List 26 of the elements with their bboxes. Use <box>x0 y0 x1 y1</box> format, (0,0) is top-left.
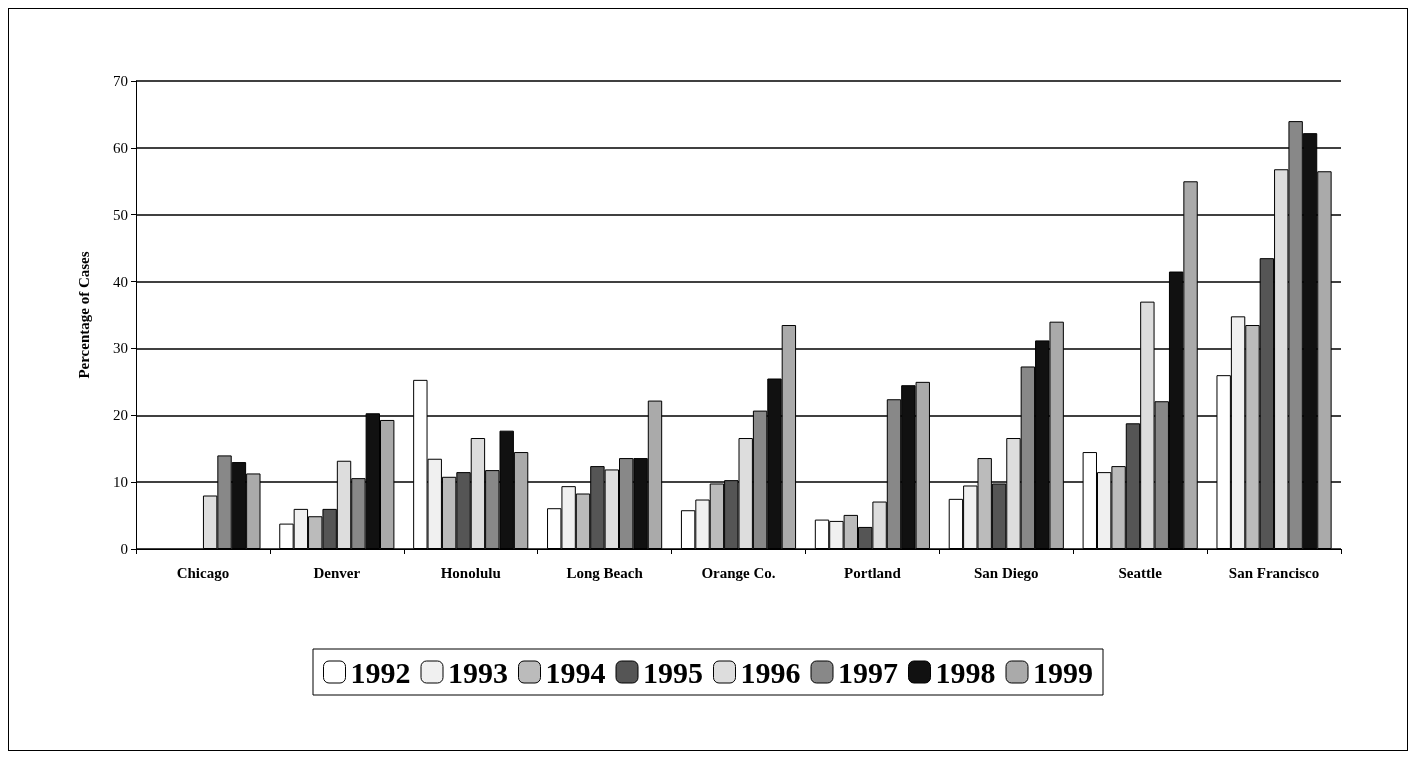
x-tick-label: Chicago <box>176 564 230 581</box>
legend-label: 1999 <box>1033 655 1093 689</box>
legend-label: 1992 <box>350 655 411 689</box>
x-tick-label: San Diego <box>973 564 1039 581</box>
x-tick-label: Denver <box>313 564 361 581</box>
y-tick-label: 10 <box>113 474 128 491</box>
x-tick-label: Seattle <box>1118 564 1163 581</box>
x-tick-label: Portland <box>844 564 902 581</box>
legend-label: 1995 <box>643 655 703 689</box>
y-tick-label: 40 <box>113 273 128 290</box>
x-tick-label: San Francisco <box>1228 564 1320 581</box>
x-tick-label: Long Beach <box>566 564 644 581</box>
legend-label: 1993 <box>448 655 508 689</box>
y-axis-title: Percentage of Cases <box>75 251 92 379</box>
y-tick-label: 20 <box>113 407 128 424</box>
legend-label: 1996 <box>740 655 801 689</box>
x-tick-label: Orange Co. <box>701 564 776 581</box>
x-tick-label: Honolulu <box>440 564 501 581</box>
y-tick-label: 30 <box>113 340 128 357</box>
legend-label: 1998 <box>935 655 996 689</box>
y-tick-label: 50 <box>113 206 128 223</box>
legend-label: 1994 <box>545 655 606 689</box>
legend-label: 1997 <box>838 655 898 689</box>
y-tick-label: 0 <box>120 541 128 557</box>
y-tick-label: 60 <box>113 139 128 156</box>
y-tick-label: 70 <box>113 73 128 89</box>
